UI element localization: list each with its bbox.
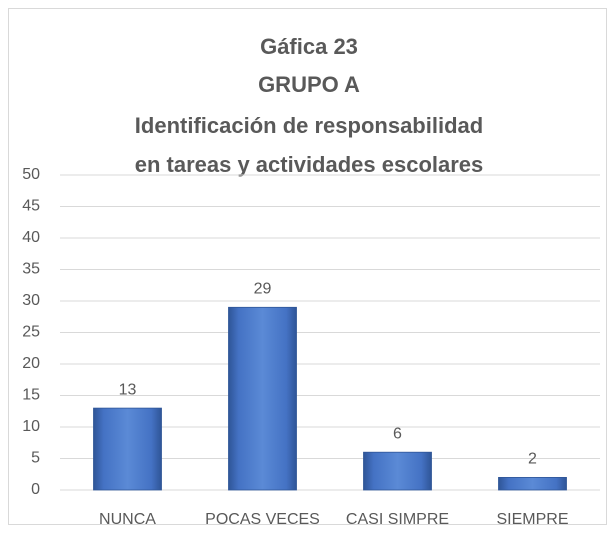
y-tick-label: 35 (22, 261, 40, 278)
chart-title: GRUPO A (258, 72, 360, 97)
y-tick-label: 20 (22, 355, 40, 372)
chart-title: Gáfica 23 (260, 34, 358, 59)
y-tick-label: 25 (22, 324, 40, 341)
chart-title: en tareas y actividades escolares (135, 152, 484, 177)
y-tick-label: 50 (22, 166, 40, 183)
y-tick-label: 0 (31, 481, 40, 498)
y-tick-label: 30 (22, 292, 40, 309)
y-tick-label: 45 (22, 198, 40, 215)
x-tick-label: SIEMPRE (496, 511, 568, 528)
bar (93, 407, 162, 491)
y-tick-label: 15 (22, 387, 40, 404)
bar (228, 306, 297, 491)
data-label: 13 (119, 381, 137, 398)
chart-title: Identificación de responsabilidad (135, 113, 483, 138)
y-tick-label: 10 (22, 418, 40, 435)
data-label: 6 (393, 425, 402, 442)
bar (363, 451, 432, 491)
data-label: 2 (528, 451, 537, 468)
x-tick-label: CASI SIMPRE (346, 511, 449, 528)
y-tick-label: 5 (31, 450, 40, 467)
x-tick-label: NUNCA (99, 511, 156, 528)
y-tick-label: 40 (22, 229, 40, 246)
x-tick-label: POCAS VECES (205, 511, 320, 528)
data-label: 29 (254, 281, 272, 298)
bar (498, 476, 567, 491)
